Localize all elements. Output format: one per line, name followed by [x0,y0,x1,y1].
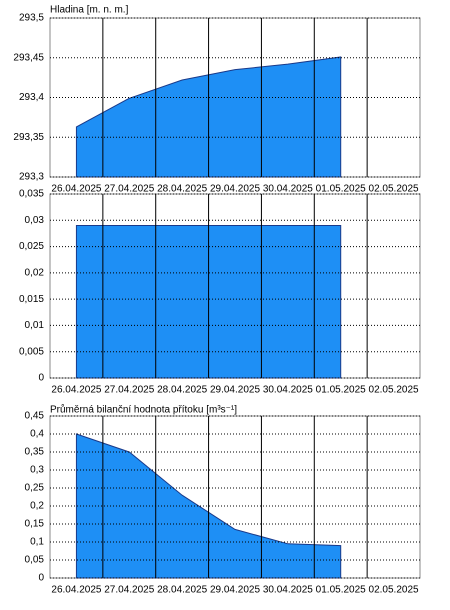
y-tick-label: 0 [38,373,44,384]
y-tick-label: 0,35 [25,447,45,458]
y-tick-label: 0,02 [25,267,45,278]
x-tick-label: 30.04.2025 [263,184,313,195]
x-tick-label: 26.04.2025 [51,585,101,596]
x-tick-label: 27.04.2025 [104,184,154,195]
x-tick-label: 29.04.2025 [210,184,260,195]
x-tick-label: 29.04.2025 [210,585,260,596]
x-tick-label: 02.05.2025 [369,184,419,195]
area [75,433,342,579]
y-tick-label: 0,015 [19,294,44,305]
y-tick-label: 0,1 [30,537,44,548]
y-tick-label: 293,4 [19,92,44,103]
chart-title: Hladina [m. n. m.] [50,5,129,16]
x-tick-label: 27.04.2025 [104,585,154,596]
y-tick-label: 0,03 [25,215,45,226]
x-tick-label: 30.04.2025 [263,385,313,396]
y-tick-label: 293,45 [13,52,44,63]
x-tick-label: 28.04.2025 [157,184,207,195]
chart-title: Průměrná bilanční hodnota přítoku [m³s⁻¹… [50,404,237,416]
x-tick-label: 30.04.2025 [263,585,313,596]
x-tick-label: 01.05.2025 [316,184,366,195]
x-tick-label: 26.04.2025 [51,385,101,396]
x-tick-label: 01.05.2025 [316,585,366,596]
y-tick-label: 0 [38,573,44,584]
y-tick-label: 0,01 [25,320,45,331]
x-tick-label: 29.04.2025 [210,385,260,396]
y-tick-label: 0,4 [30,429,44,440]
y-tick-label: 0,15 [25,519,45,530]
y-tick-label: 293,5 [19,13,44,24]
x-tick-label: 02.05.2025 [369,585,419,596]
y-tick-label: 0,05 [25,555,45,566]
x-tick-label: 02.05.2025 [369,385,419,396]
y-tick-label: 293,35 [13,132,44,143]
y-tick-label: 0,45 [25,411,45,422]
y-tick-label: 293,3 [19,172,44,183]
y-tick-label: 0,25 [25,483,45,494]
y-tick-label: 0,3 [30,465,44,476]
x-tick-label: 01.05.2025 [316,385,366,396]
y-tick-label: 0,025 [19,241,44,252]
y-tick-label: 0,035 [19,189,44,200]
x-tick-label: 27.04.2025 [104,385,154,396]
x-tick-label: 26.04.2025 [51,184,101,195]
y-tick-label: 0,005 [19,346,44,357]
y-tick-label: 0,2 [30,501,44,512]
x-tick-label: 28.04.2025 [157,585,207,596]
x-tick-label: 28.04.2025 [157,385,207,396]
